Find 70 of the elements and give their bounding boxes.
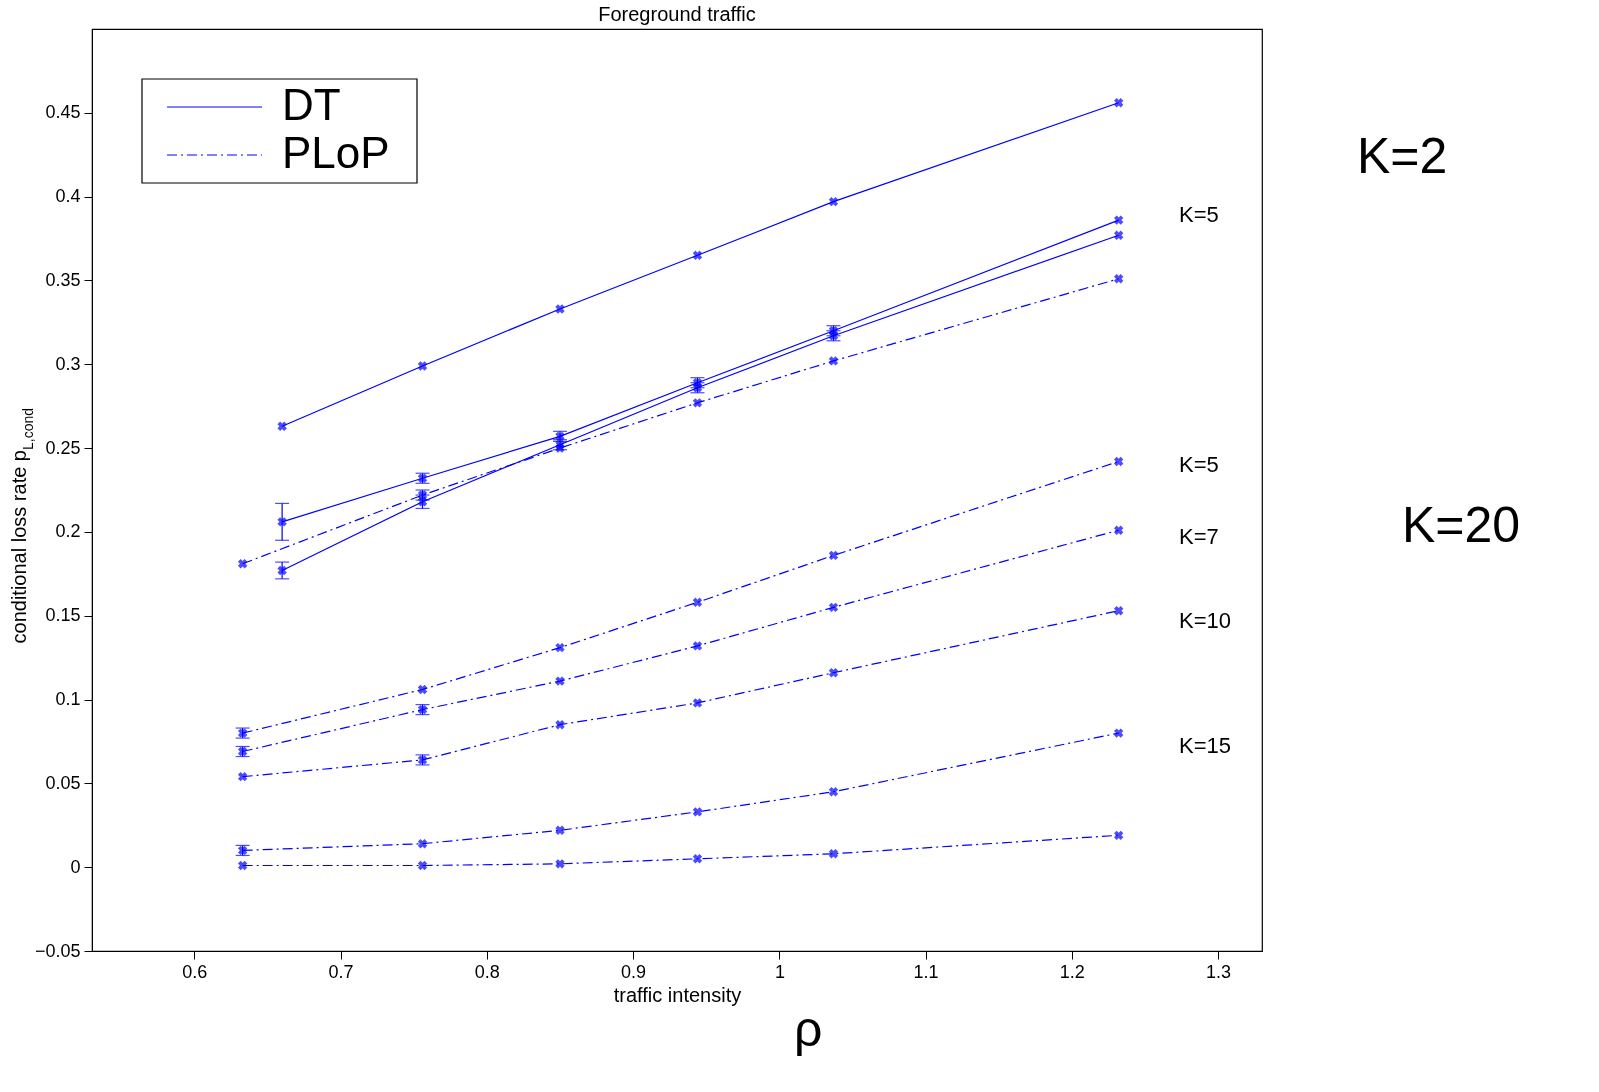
- y-tick-label: 0.3: [55, 353, 81, 374]
- point: [692, 398, 703, 408]
- y-tick-label: 0.4: [55, 186, 81, 207]
- y-axis-title: conditional loss rate pL,cond: [8, 407, 36, 644]
- x-tick-label: 1.2: [1059, 961, 1085, 982]
- point: [555, 304, 565, 314]
- y-tick-label: 0.35: [45, 269, 81, 290]
- y-tick-label: 0.45: [45, 102, 81, 123]
- point: [237, 559, 248, 569]
- point: [828, 849, 839, 859]
- x-tick-label: 1.3: [1206, 961, 1232, 982]
- point: [237, 860, 248, 871]
- point: [828, 196, 839, 207]
- y-tick-label: 0.2: [55, 521, 81, 542]
- point: [1113, 525, 1124, 535]
- text: K=2: [1357, 128, 1448, 185]
- point: [1113, 98, 1124, 108]
- point: [692, 807, 703, 817]
- point: [555, 642, 565, 653]
- point: [1113, 230, 1124, 240]
- annotation: K=7: [1179, 524, 1219, 549]
- point: [417, 361, 428, 371]
- annotation: K=5: [1179, 452, 1219, 477]
- chart-title: Foreground traffic: [598, 3, 756, 25]
- point: [1113, 274, 1124, 284]
- point: [555, 825, 565, 835]
- point: [828, 356, 839, 366]
- point: [828, 787, 839, 797]
- point: [692, 250, 703, 260]
- point: [692, 854, 703, 864]
- annotation: K=15: [1179, 733, 1231, 758]
- annotation: K=5: [1179, 202, 1219, 227]
- annotation: K=10: [1179, 608, 1231, 633]
- y-tick-label: 0.05: [45, 772, 81, 793]
- y-tick-label: 0: [70, 856, 81, 877]
- x-tick-label: 0.8: [474, 961, 500, 982]
- point: [277, 565, 287, 576]
- point: [1113, 215, 1124, 225]
- point: [555, 676, 565, 686]
- point: [1113, 606, 1124, 616]
- point: [237, 771, 248, 782]
- point: [417, 684, 428, 695]
- point: [555, 859, 565, 869]
- y-tick-label: 0.1: [55, 689, 81, 710]
- text: K=20: [1402, 496, 1521, 553]
- point: [1113, 728, 1124, 738]
- x-axis-title: traffic intensity: [613, 983, 742, 1006]
- x-tick-label: 0.6: [182, 961, 208, 982]
- legend-label: PLoP: [282, 128, 390, 177]
- y-tick-label: 0.15: [45, 605, 81, 626]
- point: [828, 602, 839, 613]
- point: [828, 550, 839, 561]
- point: [692, 698, 703, 708]
- x-tick-label: 0.7: [328, 961, 354, 982]
- point: [1113, 830, 1124, 841]
- point: [692, 597, 703, 608]
- point: [555, 720, 565, 730]
- y-tick-label: −0.05: [34, 940, 81, 961]
- text: ρ: [794, 1001, 823, 1057]
- point: [417, 860, 428, 871]
- point: [828, 668, 839, 678]
- point: [692, 641, 703, 651]
- point: [277, 421, 287, 431]
- legend-label: DT: [282, 80, 341, 129]
- x-tick-label: 0.9: [621, 961, 647, 982]
- point: [1113, 456, 1124, 467]
- point: [417, 839, 428, 849]
- x-tick-label: 1: [774, 961, 785, 982]
- y-tick-label: 0.25: [45, 437, 81, 458]
- x-tick-label: 1.1: [913, 961, 939, 982]
